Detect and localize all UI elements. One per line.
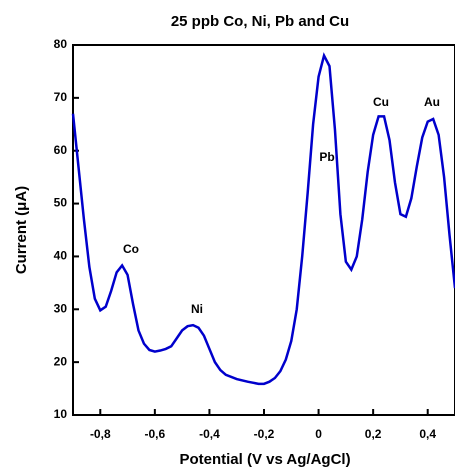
y-tick-label: 60 bbox=[54, 143, 68, 157]
x-tick-label: 0,4 bbox=[419, 427, 436, 441]
y-tick-label: 30 bbox=[54, 301, 68, 315]
peak-label: Ni bbox=[191, 302, 203, 316]
plot-frame bbox=[72, 44, 455, 416]
y-tick-label: 50 bbox=[54, 196, 68, 210]
chart-title: 25 ppb Co, Ni, Pb and Cu bbox=[171, 13, 349, 30]
y-tick-label: 20 bbox=[54, 354, 68, 368]
y-tick-label: 70 bbox=[54, 90, 68, 104]
x-tick-label: 0 bbox=[315, 427, 322, 441]
y-tick-label: 40 bbox=[54, 249, 68, 263]
x-tick-label: -0,8 bbox=[90, 427, 111, 441]
peak-label: Cu bbox=[373, 95, 389, 109]
peak-label: Au bbox=[424, 95, 440, 109]
data-line bbox=[71, 52, 455, 386]
x-tick-label: -0,2 bbox=[254, 427, 275, 441]
y-axis-label: Current (μA) bbox=[13, 186, 30, 274]
x-tick-label: 0,2 bbox=[365, 427, 382, 441]
y-tick-label: 10 bbox=[54, 407, 68, 421]
x-tick-label: -0,4 bbox=[199, 427, 220, 441]
x-axis-label: Potential (V vs Ag/AgCl) bbox=[179, 451, 350, 468]
peak-label: Co bbox=[123, 242, 139, 256]
y-tick-label: 80 bbox=[54, 37, 68, 51]
x-tick-label: -0,6 bbox=[145, 427, 166, 441]
peak-label: Pb bbox=[319, 150, 334, 164]
